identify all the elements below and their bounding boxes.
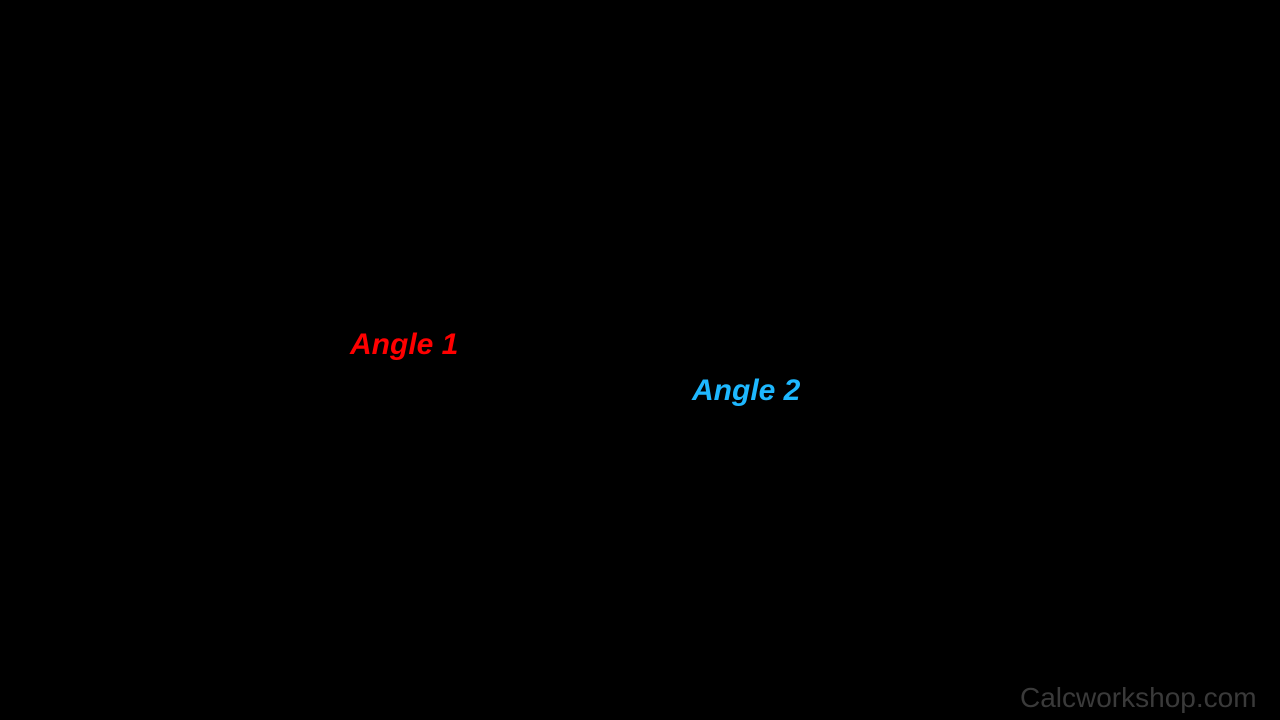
angle-1-label: Angle 1 [350, 328, 458, 362]
watermark-text: Calcworkshop.com [1020, 682, 1257, 714]
angle-2-label: Angle 2 [692, 374, 800, 408]
